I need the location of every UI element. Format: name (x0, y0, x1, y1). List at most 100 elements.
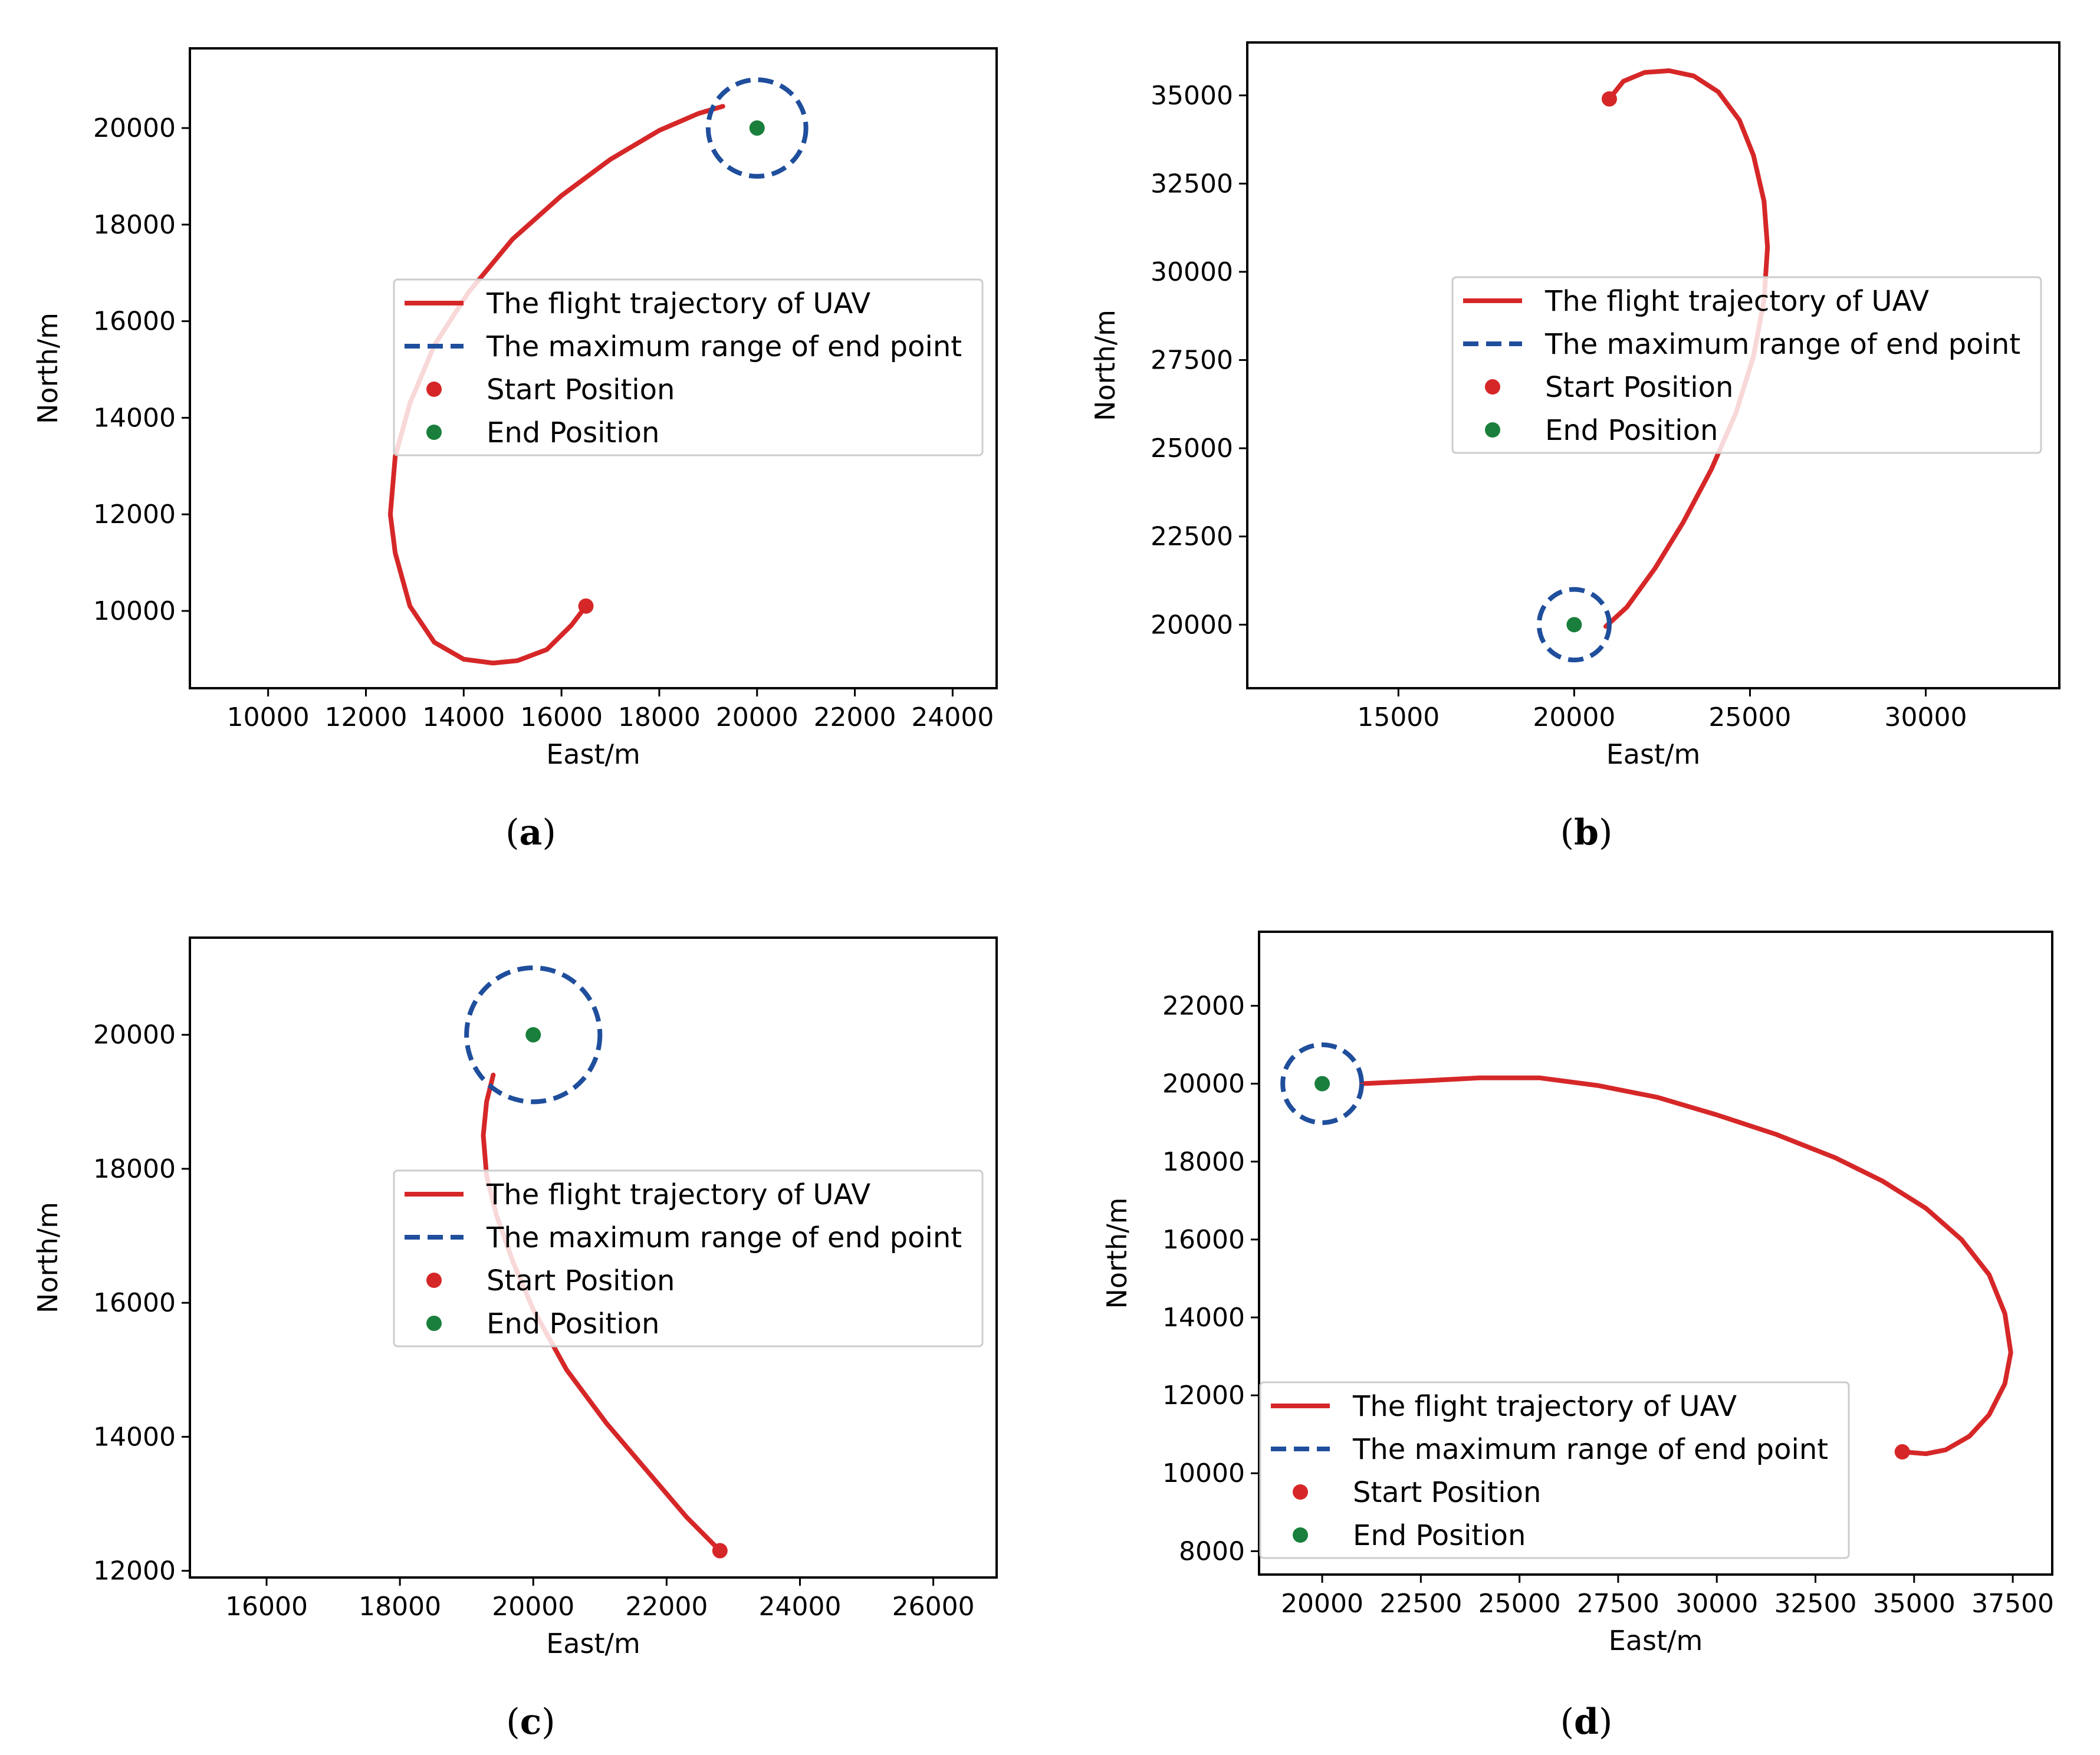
y-tick-label: 25000 (1151, 433, 1233, 464)
y-tick-label: 18000 (93, 210, 176, 240)
panel-a: 10000 12000 14000 16000 18000 20000 22000 24000… (32, 47, 998, 853)
legend-entry-label: End Position (1353, 1519, 1526, 1552)
plot-area (1536, 68, 1770, 663)
start-point (578, 598, 594, 614)
y-tick-label: 20000 (93, 113, 176, 143)
end-point (525, 1027, 541, 1043)
y-tick-label: 14000 (1162, 1303, 1245, 1333)
legend-entry-label: The maximum range of end point (486, 330, 962, 363)
panel-caption: (b) (1560, 812, 1613, 853)
caption-open-paren: ( (1560, 1701, 1574, 1743)
x-tick-label: 16000 (225, 1592, 308, 1622)
legend-entry-label: The flight trajectory of UAV (1352, 1390, 1737, 1423)
y-tick-label: 12000 (93, 1556, 176, 1586)
legend-entry-label: Start Position (1545, 371, 1733, 404)
legend-end-swatch (426, 425, 442, 440)
legend-entry-label: The maximum range of end point (1544, 328, 2020, 361)
y-tick-label: 20000 (93, 1020, 176, 1050)
x-tick-label: 20000 (716, 702, 798, 732)
y-axis-label: North/m (1101, 1198, 1133, 1309)
x-tick-label: 10000 (227, 702, 310, 732)
end-point (1566, 617, 1582, 633)
start-point (1894, 1444, 1910, 1460)
y-tick-label: 10000 (1162, 1458, 1245, 1488)
x-tick-label: 20000 (1533, 702, 1615, 732)
legend-end-swatch (1485, 422, 1500, 438)
legend: The flight trajectory of UAV The maximum … (1451, 276, 2042, 454)
y-tick-label: 16000 (93, 307, 176, 337)
legend-entry-label: The flight trajectory of UAV (486, 287, 870, 320)
y-axis-label: North/m (32, 1202, 64, 1313)
y-tick-label: 16000 (93, 1288, 176, 1318)
legend: The flight trajectory of UAV The maximum … (1259, 1381, 1850, 1559)
start-point (1601, 91, 1617, 107)
panel-b: 15000 20000 25000 30000 20000 22500 25000 27500… (1089, 41, 2060, 853)
caption-letter: c (520, 1701, 542, 1743)
x-tick-label: 22000 (814, 702, 896, 732)
panel-c: 16000 18000 20000 22000 24000 26000 12000 14000… (32, 936, 998, 1743)
x-tick-label: 20000 (1281, 1589, 1363, 1619)
caption-open-paren: ( (506, 1701, 520, 1743)
x-tick-label: 37500 (1971, 1589, 2054, 1619)
end-point (1314, 1076, 1330, 1092)
y-tick-label: 22500 (1151, 522, 1233, 552)
axes-frame (1246, 41, 2060, 689)
y-tick-label: 12000 (93, 499, 176, 530)
caption-close-paren: ) (1599, 1701, 1612, 1743)
legend-start-swatch (426, 1273, 442, 1288)
x-tick-label: 18000 (359, 1592, 441, 1622)
legend-start-swatch (426, 382, 442, 397)
x-tick-label: 15000 (1357, 702, 1440, 732)
legend-start-swatch (1293, 1484, 1308, 1500)
legend-start-swatch (1485, 379, 1500, 395)
caption-close-paren: ) (542, 812, 556, 853)
y-tick-label: 10000 (93, 596, 176, 626)
caption-open-paren: ( (505, 812, 519, 853)
legend-end-swatch (426, 1316, 442, 1331)
legend-entry-label: The flight trajectory of UAV (1544, 285, 1929, 318)
y-tick-label: 16000 (1162, 1225, 1245, 1255)
trajectory-line (1359, 1075, 2013, 1457)
range-circle (705, 77, 809, 179)
legend-entry-label: The maximum range of end point (1352, 1433, 1828, 1466)
legend-entry-label: Start Position (487, 373, 675, 406)
x-tick-label: 14000 (422, 702, 505, 732)
legend-entry-label: End Position (1545, 414, 1718, 447)
y-tick-label: 27500 (1151, 346, 1233, 376)
trajectory-line (387, 104, 725, 666)
panel-caption: (d) (1560, 1701, 1613, 1743)
legend-entry-label: Start Position (1353, 1476, 1541, 1509)
y-axis-label: North/m (1089, 310, 1121, 421)
legend-box (1259, 1381, 1850, 1559)
y-tick-label: 14000 (93, 403, 176, 433)
panel-caption: (a) (505, 812, 556, 853)
plot-area (387, 77, 809, 666)
x-tick-label: 12000 (324, 702, 407, 732)
x-tick-label: 18000 (618, 702, 701, 732)
caption-open-paren: ( (1560, 812, 1574, 853)
x-tick-label: 24000 (911, 702, 994, 732)
caption-close-paren: ) (1599, 812, 1612, 853)
legend: The flight trajectory of UAV The maximum … (393, 1169, 984, 1348)
x-axis-label: East/m (546, 738, 640, 770)
caption-close-paren: ) (541, 1701, 555, 1743)
end-point (749, 120, 765, 136)
y-tick-label: 20000 (1151, 610, 1233, 640)
legend-entry-label: The flight trajectory of UAV (486, 1178, 870, 1211)
legend-entry-label: The maximum range of end point (486, 1221, 962, 1254)
caption-letter: b (1574, 812, 1599, 853)
x-tick-label: 32500 (1774, 1589, 1857, 1619)
legend-box (393, 1169, 984, 1348)
x-tick-label: 27500 (1577, 1589, 1659, 1619)
range-circle (464, 965, 603, 1105)
x-axis-label: East/m (1609, 1625, 1703, 1657)
y-tick-label: 18000 (93, 1154, 176, 1184)
legend: The flight trajectory of UAV The maximum … (393, 278, 984, 456)
axes-frame (1258, 931, 2053, 1576)
axes-frame (189, 47, 998, 689)
x-tick-label: 35000 (1873, 1589, 1956, 1619)
x-tick-label: 24000 (758, 1592, 841, 1622)
caption-letter: a (520, 812, 543, 853)
x-tick-label: 30000 (1675, 1589, 1758, 1619)
